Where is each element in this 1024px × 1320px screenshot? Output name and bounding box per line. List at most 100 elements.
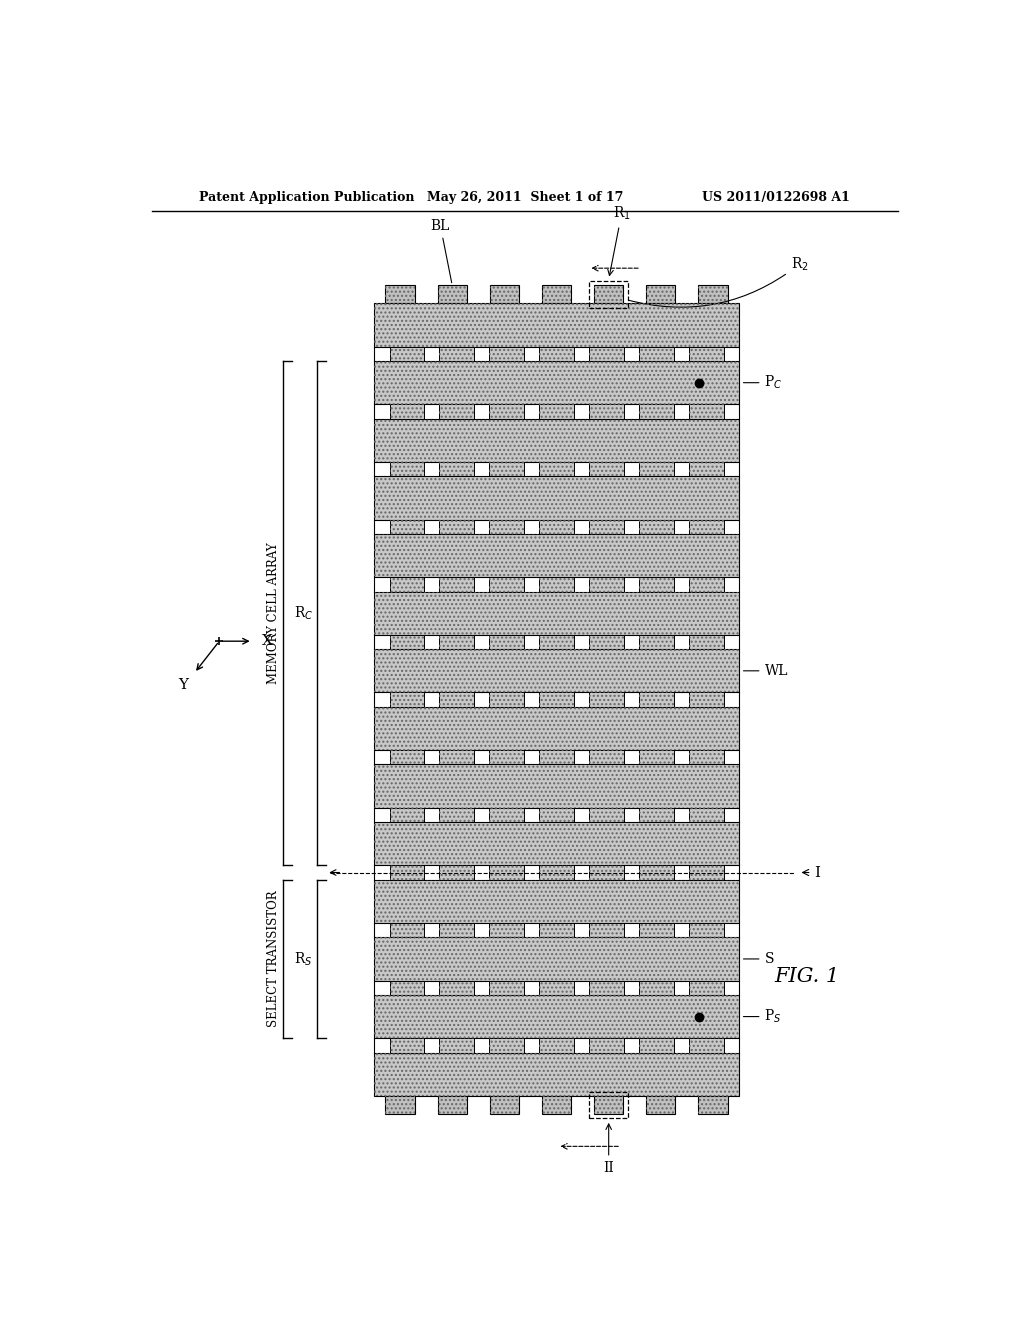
Bar (689, 693, 724, 706)
Text: SELECT TRANSISTOR: SELECT TRANSISTOR (266, 891, 280, 1027)
Bar (689, 347, 724, 362)
Bar (389, 1039, 424, 1052)
Text: R$_2$: R$_2$ (629, 255, 809, 308)
Bar (639, 750, 674, 764)
Bar (489, 923, 524, 937)
Bar (542, 1096, 571, 1114)
Bar (689, 462, 724, 477)
Text: I: I (803, 866, 820, 879)
Bar (540, 866, 573, 879)
Bar (389, 750, 424, 764)
Bar (439, 693, 474, 706)
Text: S: S (743, 952, 774, 966)
Bar (689, 404, 724, 418)
Bar (639, 866, 674, 879)
Bar (437, 1096, 467, 1114)
Bar (389, 520, 424, 535)
Bar (540, 635, 573, 649)
Bar (389, 923, 424, 937)
Bar (489, 285, 519, 304)
Bar (439, 923, 474, 937)
Bar (689, 750, 724, 764)
Bar (389, 577, 424, 591)
Bar (540, 347, 573, 362)
Bar (374, 462, 739, 477)
Bar (489, 808, 524, 822)
Bar (374, 995, 739, 1039)
Bar (489, 1039, 524, 1052)
Bar (540, 750, 573, 764)
Bar (639, 635, 674, 649)
Bar (589, 462, 624, 477)
Bar (374, 879, 739, 923)
Bar (589, 866, 624, 879)
Bar (439, 866, 474, 879)
Bar (639, 1039, 674, 1052)
Bar (439, 520, 474, 535)
Bar (374, 1052, 739, 1096)
Text: R$_S$: R$_S$ (295, 950, 313, 968)
Text: P$_C$: P$_C$ (743, 374, 782, 392)
Bar (439, 866, 474, 879)
Bar (389, 347, 424, 362)
Text: BL: BL (431, 219, 452, 282)
Bar (489, 635, 524, 649)
Bar (589, 750, 624, 764)
Bar (374, 649, 739, 693)
Bar (374, 535, 739, 577)
Bar (689, 693, 724, 706)
Bar (639, 808, 674, 822)
Bar (639, 981, 674, 995)
Bar (374, 477, 739, 520)
Bar (639, 520, 674, 535)
Bar (389, 693, 424, 706)
Bar (540, 577, 573, 591)
Bar (589, 750, 624, 764)
Bar (374, 764, 739, 808)
Bar (540, 520, 573, 535)
Bar (439, 1039, 474, 1052)
Bar (385, 285, 415, 304)
Bar (389, 981, 424, 995)
Bar (589, 1039, 624, 1052)
Bar (689, 866, 724, 879)
Bar (594, 285, 624, 304)
Bar (689, 981, 724, 995)
Bar (374, 1052, 739, 1096)
Bar (389, 1039, 424, 1052)
Bar (439, 750, 474, 764)
Bar (639, 1039, 674, 1052)
Bar (489, 981, 524, 995)
Bar (374, 706, 739, 750)
Bar (639, 404, 674, 418)
Bar (589, 981, 624, 995)
Bar (374, 822, 739, 866)
Bar (589, 462, 624, 477)
Bar (698, 285, 728, 304)
Bar (540, 693, 573, 706)
Bar (439, 981, 474, 995)
Bar (374, 635, 739, 649)
Bar (374, 879, 739, 923)
Bar (489, 347, 524, 362)
Bar (540, 923, 573, 937)
Bar (689, 520, 724, 535)
Bar (639, 577, 674, 591)
Bar (589, 347, 624, 362)
Bar (589, 1039, 624, 1052)
Bar (374, 404, 739, 418)
Bar (437, 285, 467, 304)
Bar (689, 635, 724, 649)
Bar (594, 1096, 624, 1114)
Bar (489, 693, 524, 706)
Bar (489, 404, 524, 418)
Bar (689, 1039, 724, 1052)
Bar (689, 1039, 724, 1052)
Bar (374, 362, 739, 404)
Bar (389, 808, 424, 822)
Text: MEMORY CELL ARRAY: MEMORY CELL ARRAY (266, 543, 280, 684)
Bar (489, 462, 524, 477)
Bar (489, 923, 524, 937)
Bar (689, 808, 724, 822)
Bar (374, 649, 739, 693)
